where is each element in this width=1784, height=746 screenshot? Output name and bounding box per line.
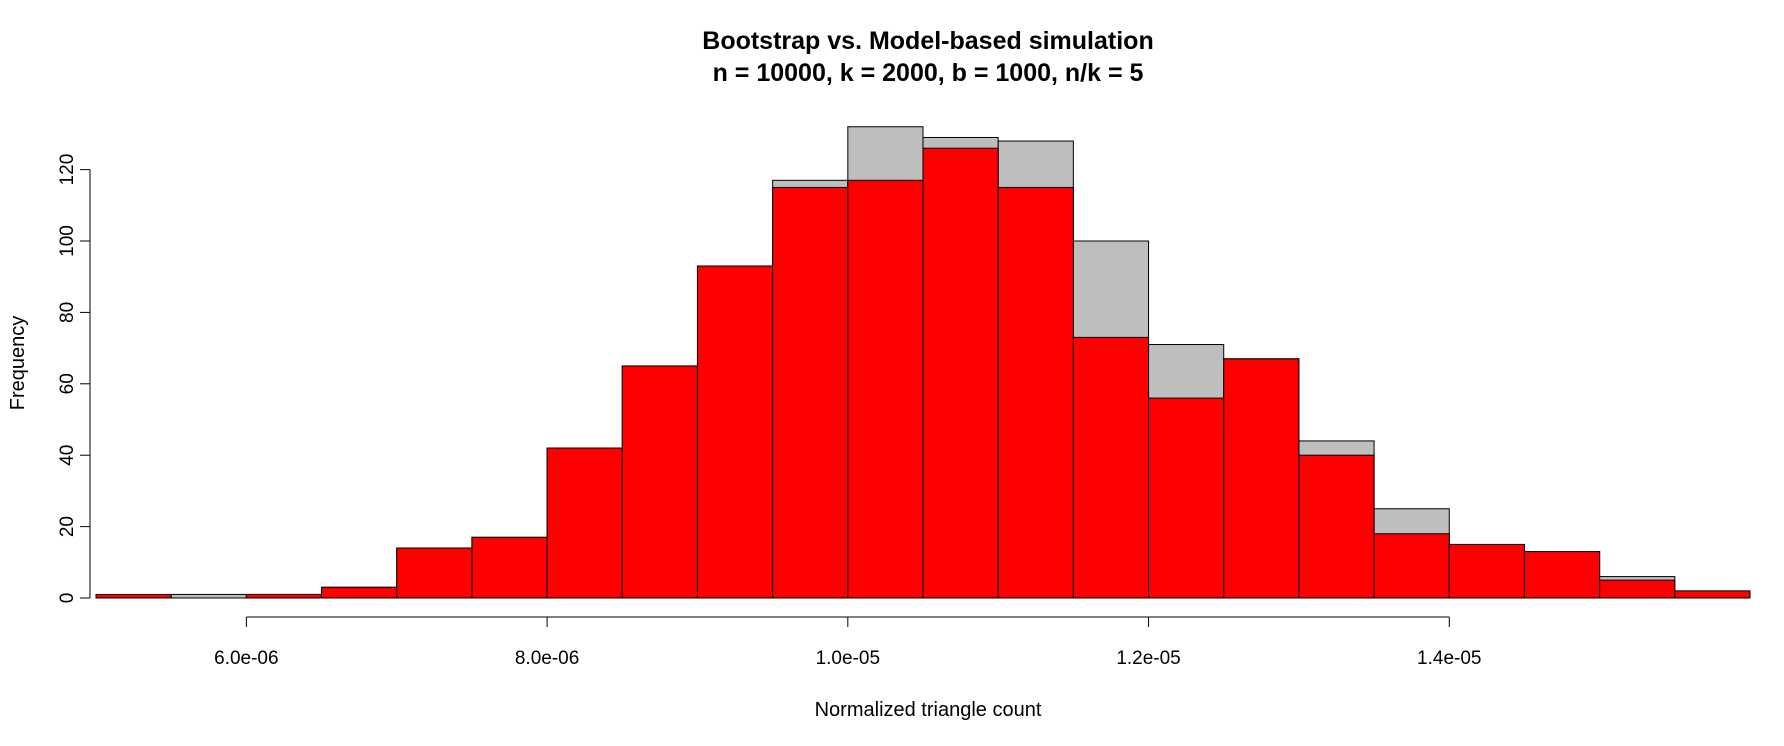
y-tick-label: 20 [57, 516, 78, 537]
histogram-bar [922, 147, 999, 599]
histogram-bar [1674, 590, 1751, 599]
histogram-bar [321, 586, 398, 599]
x-tick-label: 8.0e-06 [515, 648, 579, 669]
histogram-bar [1148, 397, 1225, 599]
histogram-bar [621, 365, 698, 599]
chart-title: Bootstrap vs. Model-based simulation [702, 27, 1153, 55]
histogram-bar [772, 186, 849, 599]
histogram-bar [997, 186, 1074, 599]
x-axis-label: Normalized triangle count [815, 699, 1042, 721]
y-tick-label: 40 [57, 445, 78, 466]
series-2 [95, 147, 1751, 599]
histogram-bar [1373, 533, 1450, 599]
y-axis-label: Frequency [7, 316, 29, 411]
histogram-bar [95, 593, 172, 599]
y-tick-label: 60 [57, 373, 78, 394]
x-tick-label: 6.0e-06 [214, 648, 278, 669]
histogram-bar [1223, 358, 1300, 599]
histogram-bar [847, 179, 924, 599]
chart-subtitle: n = 10000, k = 2000, b = 1000, n/k = 5 [713, 59, 1144, 87]
x-tick-label: 1.4e-05 [1417, 648, 1481, 669]
y-tick-label: 0 [57, 593, 78, 604]
histogram-bar [1599, 579, 1676, 599]
x-tick-label: 1.0e-05 [816, 648, 880, 669]
histogram-bar [170, 593, 247, 599]
histogram-bar [1523, 551, 1601, 599]
histogram-bar [1072, 336, 1150, 599]
histogram-bar [696, 265, 774, 599]
histogram-bar [546, 447, 623, 599]
histogram-bar [245, 593, 323, 599]
histogram-bar [396, 547, 473, 599]
histogram-bar [1448, 543, 1525, 599]
bars-layer [95, 126, 1751, 599]
y-tick-label: 120 [57, 154, 78, 186]
y-tick-label: 100 [57, 225, 78, 257]
histogram-bar [1298, 454, 1375, 599]
y-tick-label: 80 [57, 302, 78, 323]
x-tick-label: 1.2e-05 [1116, 648, 1180, 669]
histogram-bar [471, 536, 548, 599]
y-axis: 0 20 40 60 80 100 120 [57, 154, 91, 604]
x-axis: 6.0e-06 8.0e-06 1.0e-05 1.2e-05 1.4e-05 [214, 616, 1481, 669]
